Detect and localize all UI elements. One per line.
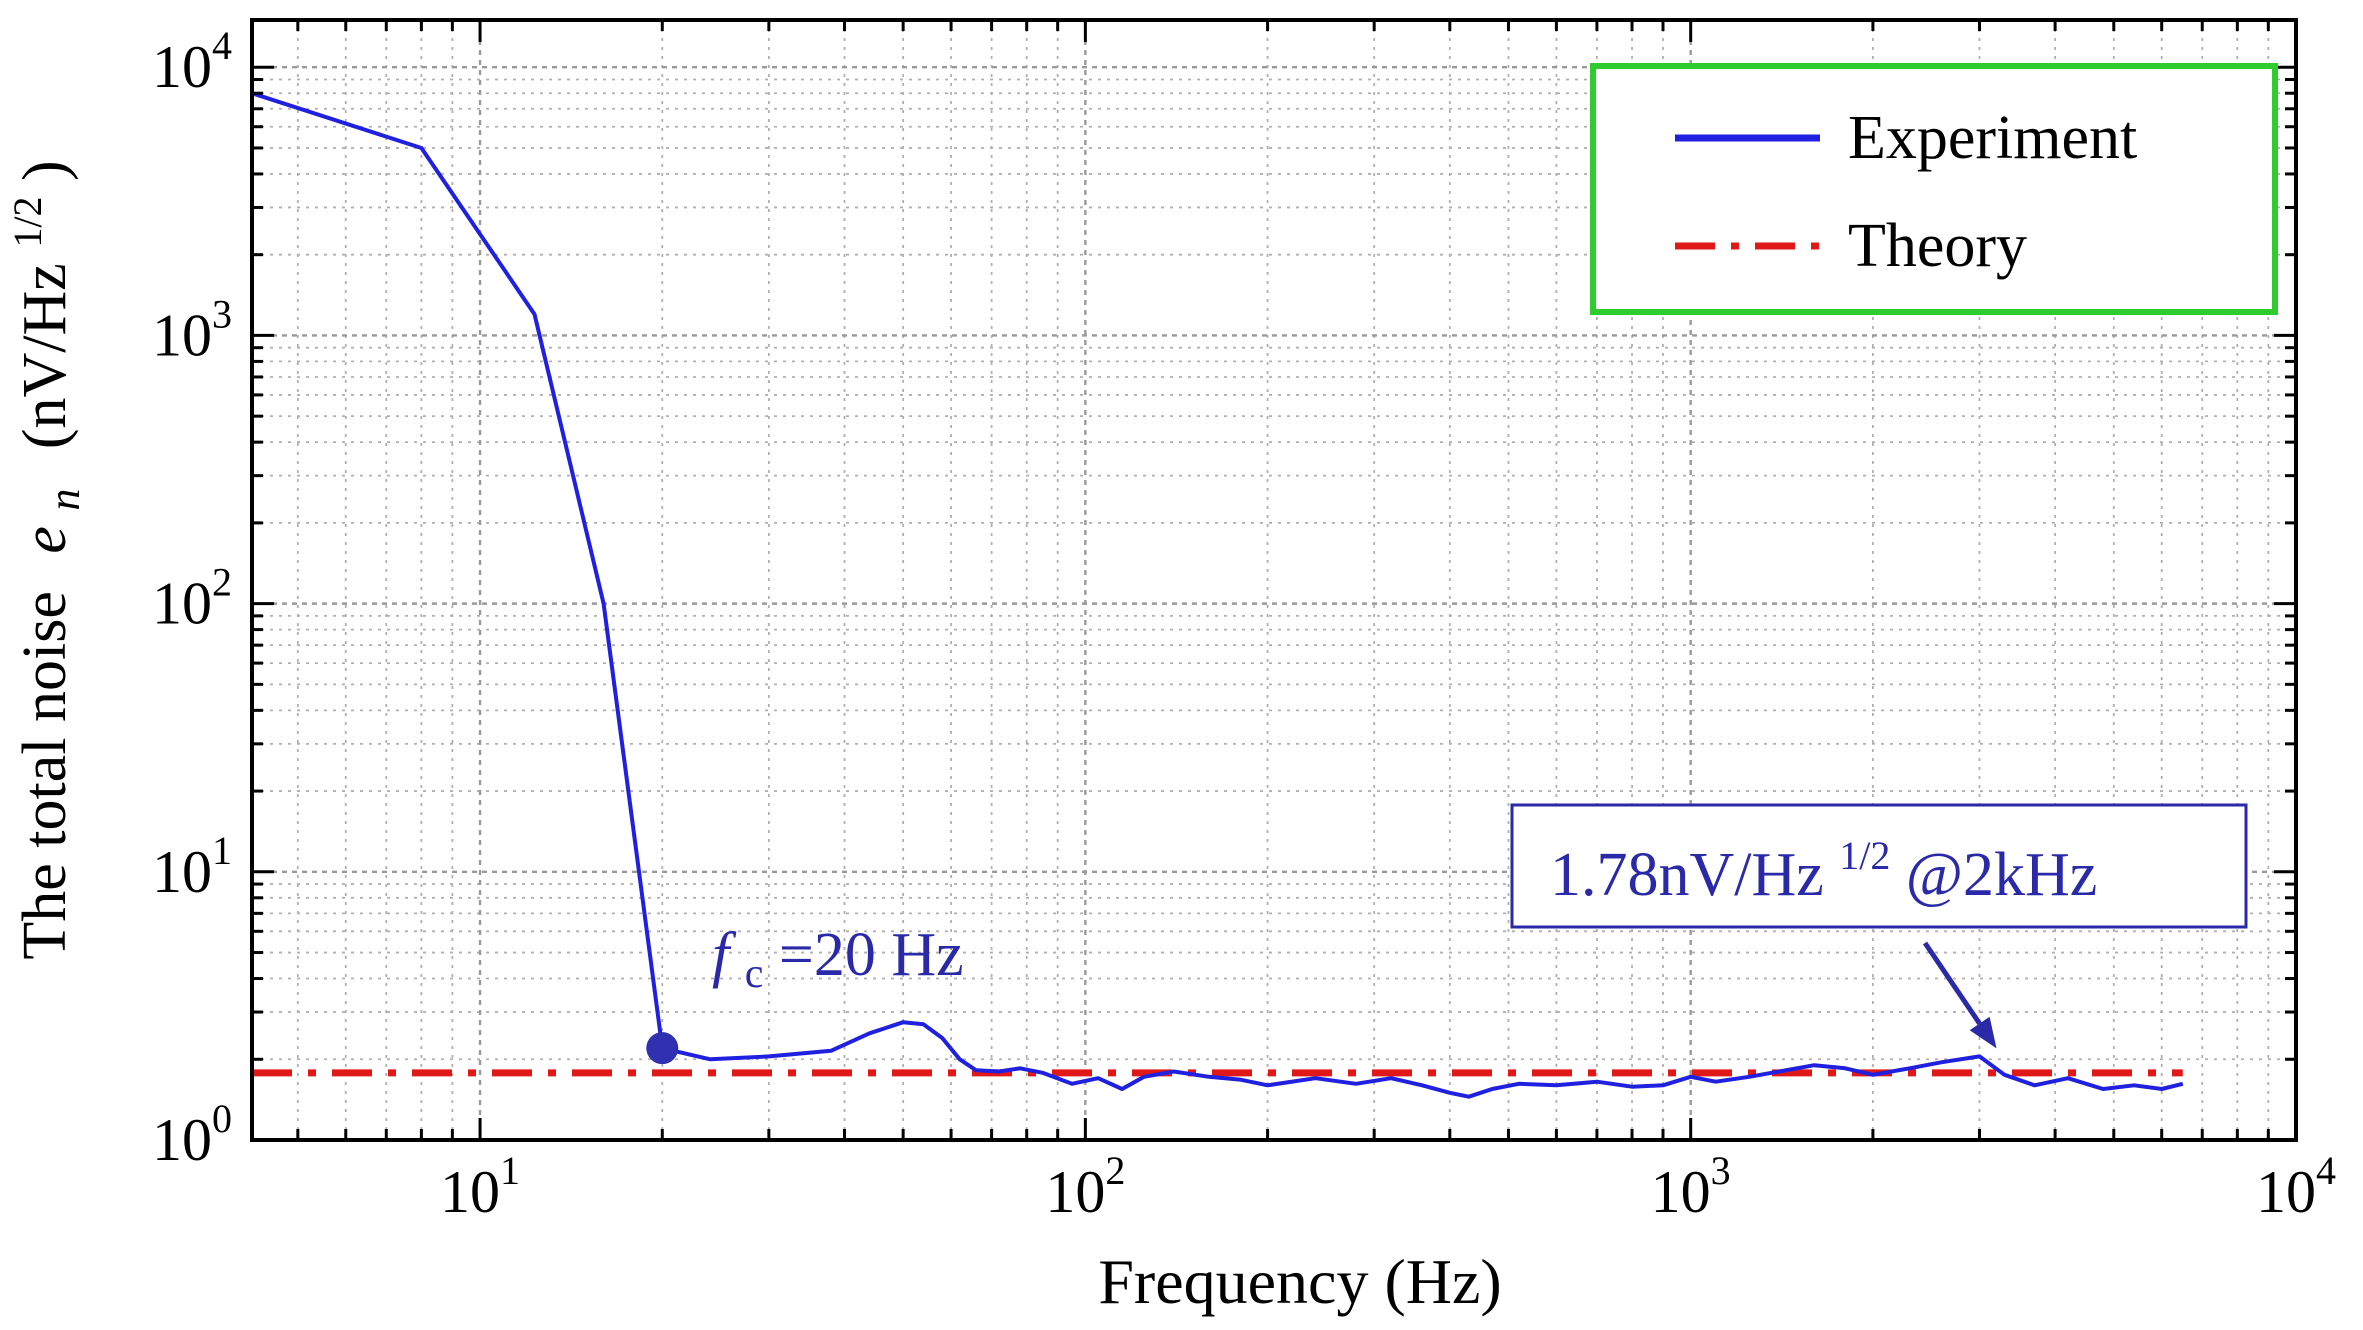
x-tick-label-exponent: 3 (1711, 1148, 1731, 1193)
x-tick-label: 104 (2256, 1148, 2336, 1225)
y-tick-label: 100 (152, 1096, 232, 1173)
y-tick-label: 104 (152, 23, 232, 100)
axis-ticks (252, 20, 2296, 1140)
legend-label-theory: Theory (1848, 212, 2027, 280)
y-tick-label: 101 (152, 828, 232, 905)
noise-annotation-arrow (1922, 941, 1982, 1026)
noise-annotation-exponent: 1/2 (1839, 833, 1890, 878)
x-tick-label: 102 (1045, 1148, 1125, 1225)
y-tick-label-base: 10 (152, 839, 212, 905)
y-axis-label-symbol: e (11, 526, 79, 554)
x-axis-label: Frequency (Hz) (1098, 1246, 1501, 1317)
y-tick-label-exponent: 1 (212, 828, 232, 873)
y-axis-label-unit-exponent: 1/2 (5, 197, 50, 248)
legend-label-experiment: Experiment (1848, 104, 2137, 172)
x-tick-label-base: 10 (1651, 1159, 1711, 1225)
noise-annotation-box (1510, 803, 2248, 929)
series-layer (251, 91, 2184, 1099)
y-tick-label-base: 10 (152, 34, 212, 100)
noise-annotation-condition: @2kHz (1906, 841, 2097, 909)
x-tick-label-base: 10 (440, 1159, 500, 1225)
noise-annotation-arrowhead (1969, 1016, 1997, 1049)
noise-annotation-text: 1.78nV/Hz 1/2 @2kHz (1550, 815, 2097, 909)
x-tick-label-base: 10 (1045, 1159, 1105, 1225)
y-tick-label-exponent: 0 (212, 1096, 232, 1141)
x-tick-label: 101 (440, 1148, 520, 1225)
y-axis-label-unit: (nV/Hz (11, 263, 79, 449)
x-tick-label: 103 (1651, 1148, 1731, 1225)
x-tick-label-exponent: 4 (2316, 1148, 2336, 1193)
y-tick-label-exponent: 4 (212, 23, 232, 68)
y-axis-label-prefix: The total noise (11, 591, 79, 959)
noise-annotation: 1.78nV/Hz 1/2 @2kHz (1510, 803, 2248, 1049)
corner-frequency-label: f c =20 Hz (712, 921, 964, 1001)
y-tick-label-base: 10 (152, 1107, 212, 1173)
corner-label-symbol: f (712, 921, 737, 989)
corner-frequency-marker (646, 1032, 679, 1065)
corner-label-text: =20 Hz (779, 921, 964, 989)
y-axis-label-unit-close: ) (11, 160, 79, 181)
x-tick-label-base: 10 (2256, 1159, 2316, 1225)
corner-label-subscript: c (745, 951, 764, 997)
x-tick-label-exponent: 2 (1105, 1148, 1125, 1193)
plot-frame (250, 18, 2298, 1142)
y-tick-label: 103 (152, 291, 232, 368)
y-tick-label-base: 10 (152, 571, 212, 637)
y-tick-label: 102 (152, 560, 232, 637)
y-tick-label-exponent: 2 (212, 560, 232, 605)
legend-box (1590, 63, 2278, 315)
y-tick-label-exponent: 3 (212, 291, 232, 336)
series-line-experiment (251, 91, 2184, 1099)
legend: Experiment Theory (1590, 63, 2278, 315)
noise-annotation-value: 1.78nV/Hz (1550, 841, 1824, 909)
x-tick-label-exponent: 1 (500, 1148, 520, 1193)
y-tick-label-base: 10 (152, 302, 212, 368)
y-axis-label: The total noise e n (nV/Hz 1/2 ) (0, 160, 93, 959)
x-tick-labels: 101 102 103 104 (440, 1148, 2336, 1225)
y-axis-label-subscript: n (40, 489, 89, 511)
